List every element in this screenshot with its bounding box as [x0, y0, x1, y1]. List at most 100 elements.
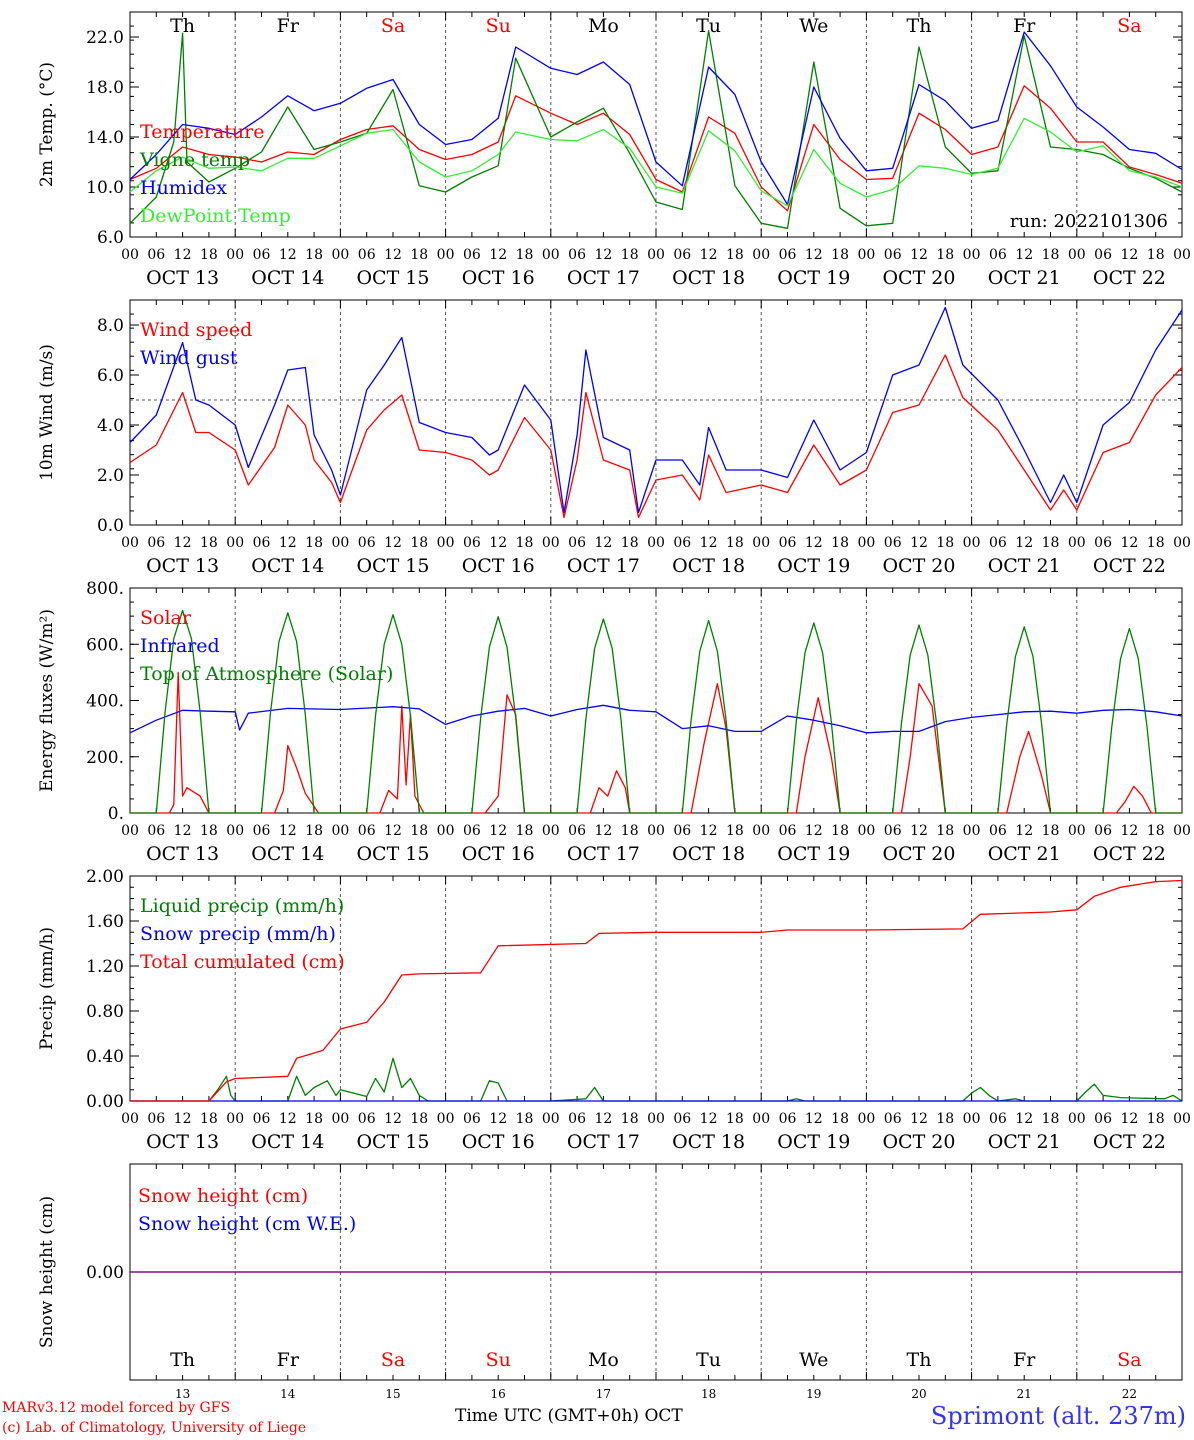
hour-tick-label: 00: [331, 247, 349, 263]
hour-tick-label: 12: [174, 1111, 192, 1127]
hour-tick-label: 18: [200, 823, 218, 839]
hour-tick-label: 12: [384, 823, 402, 839]
day-name: Fr: [1013, 1349, 1036, 1371]
hour-tick-label: 18: [831, 247, 849, 263]
day-name: Mo: [588, 1349, 619, 1371]
hour-tick-label: 00: [1173, 535, 1191, 551]
date-label: OCT 17: [567, 555, 640, 577]
hour-tick-label: 18: [936, 247, 954, 263]
hour-tick-label: 06: [253, 535, 271, 551]
hour-tick-label: 12: [489, 1111, 507, 1127]
date-label: OCT 18: [672, 267, 745, 289]
hour-tick-label: 06: [884, 247, 902, 263]
hour-tick-label: 18: [1147, 823, 1165, 839]
legend-snow-precip-mm-h: Snow precip (mm/h): [140, 923, 336, 945]
series-wind-gust: [129, 306, 1183, 514]
legend-snow-height-cm: Snow height (cm): [138, 1185, 308, 1207]
date-label: OCT 16: [462, 555, 535, 577]
hour-tick-label: 00: [963, 535, 981, 551]
hour-tick-label: 00: [121, 823, 139, 839]
hour-tick-label: 00: [1173, 823, 1191, 839]
hour-tick-label: 12: [910, 823, 928, 839]
hour-tick-label: 12: [1120, 1111, 1138, 1127]
hour-tick-label: 00: [963, 1111, 981, 1127]
hour-tick-label: 18: [831, 1111, 849, 1127]
date-label: OCT 13: [146, 843, 219, 865]
hour-tick-label: 12: [910, 535, 928, 551]
hour-tick-label: 18: [305, 535, 323, 551]
legend-total-cumulated-cm: Total cumulated (cm): [140, 951, 345, 973]
hour-tick-label: 18: [305, 823, 323, 839]
hour-tick-label: 12: [594, 1111, 612, 1127]
hour-tick-label: 06: [1094, 247, 1112, 263]
date-label: OCT 16: [462, 843, 535, 865]
series-humidex: [129, 31, 1183, 206]
hour-tick-label: 12: [384, 247, 402, 263]
day-name: Sa: [1117, 1349, 1141, 1371]
hour-tick-label: 06: [568, 1111, 586, 1127]
hour-tick-label: 00: [437, 823, 455, 839]
date-label: OCT 18: [672, 843, 745, 865]
hour-tick-label: 12: [384, 1111, 402, 1127]
date-label: OCT 15: [356, 267, 429, 289]
hour-tick-label: 12: [1015, 823, 1033, 839]
lab-credit: (c) Lab. of Climatology, University of L…: [2, 1420, 307, 1436]
series-wind-speed: [129, 354, 1183, 519]
hour-tick-label: 00: [1173, 1111, 1191, 1127]
hour-tick-label: 06: [358, 823, 376, 839]
date-label: OCT 19: [777, 267, 850, 289]
hour-tick-label: 12: [1120, 535, 1138, 551]
hour-tick-label: 06: [253, 823, 271, 839]
hour-tick-label: 18: [305, 247, 323, 263]
hour-tick-label: 12: [174, 823, 192, 839]
hour-tick-label: 18: [516, 247, 534, 263]
hour-tick-label: 00: [647, 535, 665, 551]
date-label: OCT 13: [146, 555, 219, 577]
hour-tick-label: 06: [673, 1111, 691, 1127]
date-label: OCT 20: [882, 1131, 955, 1153]
hour-tick-label: 18: [516, 1111, 534, 1127]
hour-tick-label: 12: [1015, 1111, 1033, 1127]
day-name: Th: [170, 1349, 195, 1371]
day-name: Sa: [381, 15, 405, 37]
hour-tick-label: 06: [463, 823, 481, 839]
hour-tick-label: 00: [226, 1111, 244, 1127]
day-name: Fr: [277, 1349, 300, 1371]
day-number: 18: [701, 1387, 716, 1401]
y-tick-label: 14.0: [86, 128, 124, 148]
hour-tick-label: 12: [489, 247, 507, 263]
date-label: OCT 15: [356, 1131, 429, 1153]
hour-tick-label: 12: [279, 535, 297, 551]
y-axis-label: Snow height (cm): [37, 1196, 57, 1348]
hour-tick-label: 18: [621, 535, 639, 551]
hour-tick-label: 00: [1068, 823, 1086, 839]
hour-tick-label: 12: [700, 1111, 718, 1127]
hour-tick-label: 00: [542, 535, 560, 551]
hour-tick-label: 12: [279, 1111, 297, 1127]
legend-wind-gust: Wind gust: [140, 347, 238, 369]
hour-tick-label: 00: [752, 247, 770, 263]
hour-tick-label: 00: [121, 1111, 139, 1127]
hour-tick-label: 06: [253, 247, 271, 263]
y-tick-label: 2.0: [97, 466, 124, 486]
y-axis-label: 10m Wind (m/s): [37, 344, 57, 481]
hour-tick-label: 00: [647, 1111, 665, 1127]
panel-frame: [129, 587, 1183, 814]
hour-tick-label: 12: [594, 247, 612, 263]
hour-tick-label: 12: [805, 247, 823, 263]
hour-tick-label: 12: [700, 823, 718, 839]
day-number: 15: [385, 1387, 400, 1401]
hour-tick-label: 18: [726, 1111, 744, 1127]
legend-solar: Solar: [140, 607, 192, 629]
hour-tick-label: 06: [779, 823, 797, 839]
date-label: OCT 17: [567, 843, 640, 865]
date-label: OCT 18: [672, 555, 745, 577]
legend-liquid-precip-mm-h: Liquid precip (mm/h): [140, 895, 344, 917]
date-label: OCT 19: [777, 843, 850, 865]
hour-tick-label: 06: [1094, 823, 1112, 839]
hour-tick-label: 12: [489, 823, 507, 839]
hour-tick-label: 12: [384, 535, 402, 551]
hour-tick-label: 12: [489, 535, 507, 551]
y-tick-label: 6.0: [97, 366, 124, 386]
hour-tick-label: 06: [989, 535, 1007, 551]
